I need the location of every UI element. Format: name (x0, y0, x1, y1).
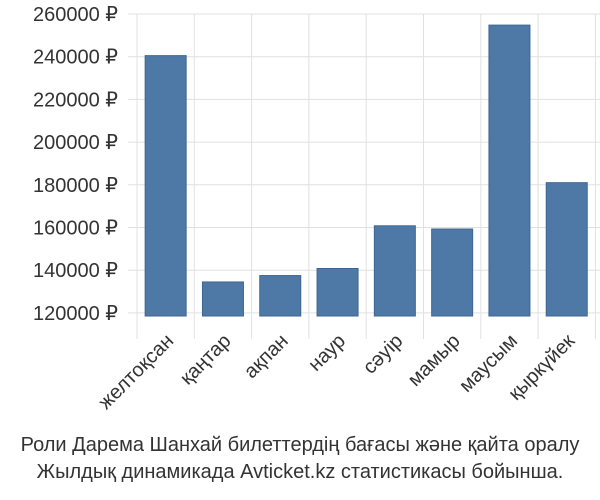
y-tick-label: 140000 ₽ (33, 260, 118, 282)
bar (488, 24, 531, 317)
y-tick-label: 120000 ₽ (33, 303, 118, 325)
y-tick-label: 260000 ₽ (33, 4, 118, 26)
bar (431, 228, 474, 317)
y-tick-label: 220000 ₽ (33, 89, 118, 111)
bar (545, 182, 588, 317)
bar (201, 281, 244, 317)
x-tick-label: наур (304, 330, 350, 376)
bars (144, 24, 588, 317)
bar-chart: 120000 ₽ 140000 ₽ 160000 ₽ 180000 ₽ 200000 ₽… (33, 4, 600, 414)
bar (316, 268, 359, 317)
x-tick-label: желтоқсан (94, 330, 178, 414)
chart-area: 120000 ₽ 140000 ₽ 160000 ₽ 180000 ₽ 200000 ₽… (33, 4, 600, 414)
bar (144, 55, 187, 317)
x-tick-label: ақпан (240, 330, 293, 383)
x-tick-label: қаңтар (176, 330, 235, 389)
bar (259, 275, 302, 317)
y-tick-label: 160000 ₽ (33, 218, 118, 240)
chart-caption-line-1: Роли Дарема Шанхай билеттердің бағасы жә… (20, 434, 580, 456)
bar (373, 225, 416, 317)
y-tick-label: 240000 ₽ (33, 47, 118, 69)
y-axis-ticks: 120000 ₽ 140000 ₽ 160000 ₽ 180000 ₽ 200000 ₽… (33, 4, 118, 325)
chart-caption-line-2: Жылдық динамикада Avticket.kz статистика… (36, 461, 564, 483)
y-tick-label: 180000 ₽ (33, 175, 118, 197)
y-tick-label: 200000 ₽ (33, 132, 118, 154)
